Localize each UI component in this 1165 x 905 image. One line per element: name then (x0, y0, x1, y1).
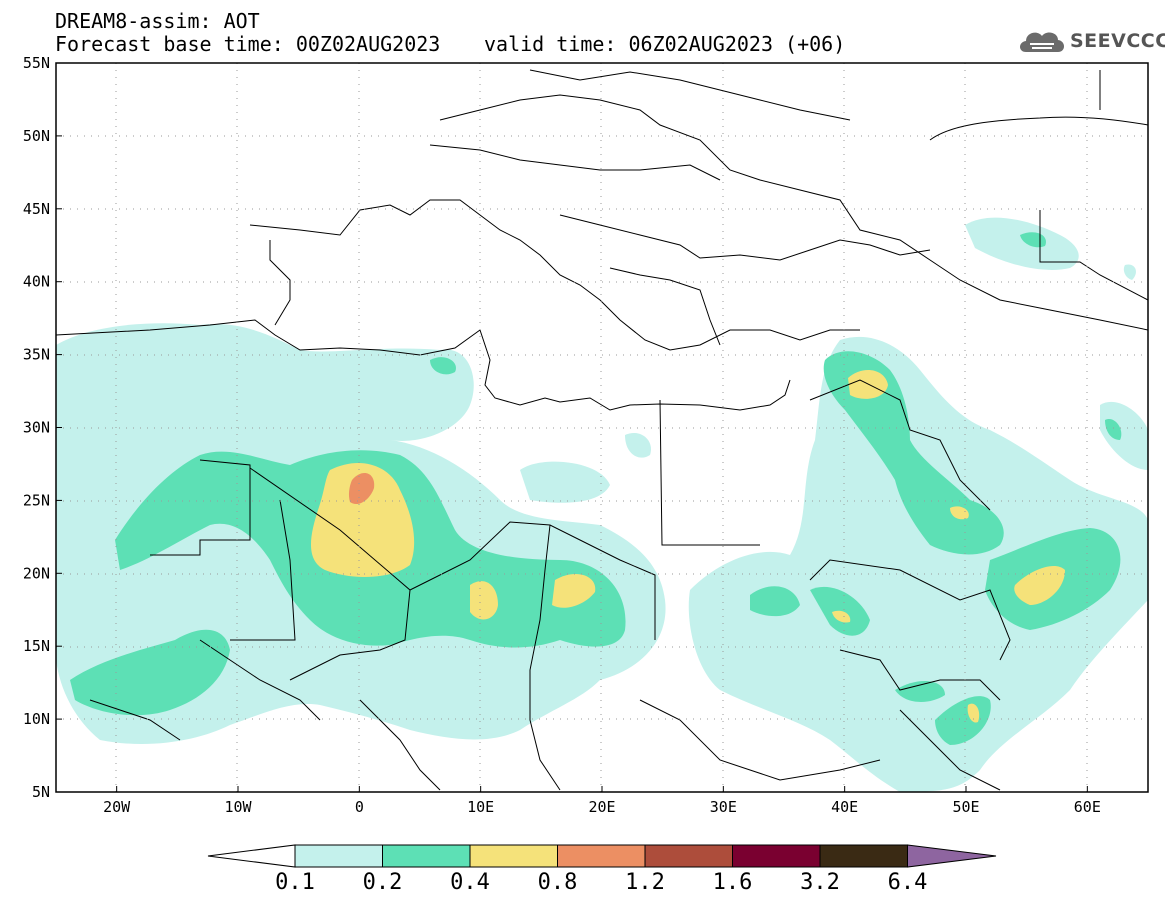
colorbar-label: 1.6 (712, 870, 753, 895)
latitude-axis: 55N 50N 45N 40N 35N 30N 25N 20N 15N 10N 5N (23, 54, 62, 801)
lon-label: 30E (710, 798, 737, 816)
lon-label: 10E (467, 798, 494, 816)
colorbar-swatch (732, 844, 821, 868)
logo-text: SEEVCCC (1070, 30, 1165, 52)
valid-time: valid time: 06Z02AUG2023 (+06) (484, 32, 846, 56)
colorbar-swatch (819, 844, 908, 868)
coastlines-and-borders (55, 69, 1149, 791)
lat-label: 55N (23, 54, 50, 72)
colorbar-label: 6.4 (887, 870, 928, 895)
longitude-axis: 20W 10W 0 10E 20E 30E 40E 50E 60E (103, 786, 1101, 816)
aot-fill-layer (56, 217, 1148, 792)
lon-label: 20E (588, 798, 615, 816)
colorbar-high-arrow (907, 844, 997, 868)
colorbar-swatch (644, 844, 733, 868)
colorbar-label: 0.4 (450, 870, 490, 895)
lon-label: 10W (224, 798, 252, 816)
colorbar-low-arrow (207, 844, 296, 868)
lat-label: 15N (23, 637, 50, 655)
colorbar-swatch (557, 844, 646, 868)
colorbar-label: 0.1 (275, 870, 315, 895)
lat-label: 40N (23, 273, 50, 291)
lon-label: 40E (831, 798, 858, 816)
lat-label: 45N (23, 200, 50, 218)
forecast-base-time: Forecast base time: 00Z02AUG2023 (55, 32, 441, 56)
lon-label: 60E (1074, 798, 1101, 816)
colorbar-swatch (382, 844, 471, 868)
colorbar-swatch (469, 844, 558, 868)
lat-label: 10N (23, 710, 50, 728)
colorbar (207, 844, 997, 868)
lat-label: 35N (23, 346, 50, 364)
colorbar-swatch (294, 844, 383, 868)
colorbar-label: 0.8 (537, 870, 578, 895)
map-title: DREAM8-assim: AOT (55, 9, 260, 33)
colorbar-label: 0.2 (362, 870, 403, 895)
lon-label: 20W (103, 798, 131, 816)
lat-label: 50N (23, 127, 50, 145)
seevccc-logo: SEEVCCC (1016, 26, 1165, 56)
graticule (56, 63, 1148, 792)
lat-label: 25N (23, 491, 50, 509)
colorbar-label: 1.2 (625, 870, 665, 895)
lat-label: 5N (32, 783, 50, 801)
lat-label: 20N (23, 564, 50, 582)
lat-label: 30N (23, 419, 50, 437)
lon-label: 0 (355, 798, 364, 816)
cloud-logo-icon (1020, 32, 1064, 52)
lon-label: 50E (952, 798, 979, 816)
colorbar-label: 3.2 (800, 870, 840, 895)
